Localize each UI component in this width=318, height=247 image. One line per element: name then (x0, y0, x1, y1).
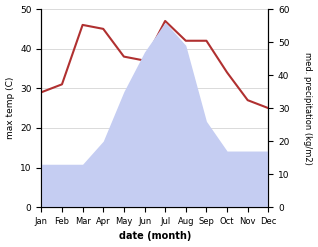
Y-axis label: max temp (C): max temp (C) (5, 77, 15, 139)
X-axis label: date (month): date (month) (119, 231, 191, 242)
Y-axis label: med. precipitation (kg/m2): med. precipitation (kg/m2) (303, 52, 313, 165)
